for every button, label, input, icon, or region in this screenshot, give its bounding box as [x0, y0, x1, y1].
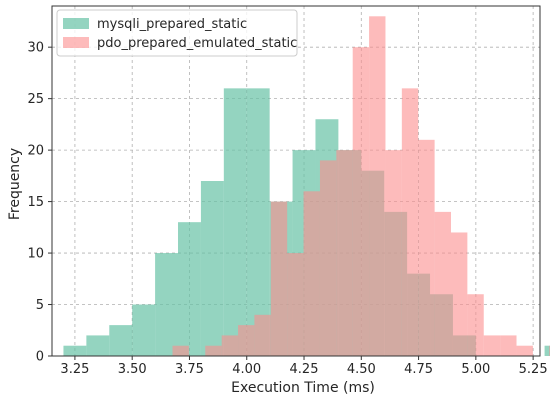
y-axis-title: Frequency: [7, 148, 23, 220]
histogram-bars: [63, 16, 550, 357]
histogram-bar: [109, 325, 133, 356]
x-tick-label: 3.50: [118, 362, 147, 377]
histogram-bar: [223, 88, 247, 357]
histogram-bar: [467, 294, 484, 356]
histogram-bar: [303, 191, 320, 356]
x-tick-label: 3.75: [175, 362, 204, 377]
y-tick-label: 20: [27, 144, 44, 159]
x-tick-label: 5.00: [461, 362, 490, 377]
x-tick-label: 5.25: [519, 362, 548, 377]
y-tick-label: 5: [36, 298, 44, 313]
y-tick-label: 15: [27, 195, 44, 210]
histogram-bar: [155, 253, 179, 356]
x-tick-label: 4.00: [232, 362, 261, 377]
histogram-bar: [500, 335, 517, 356]
histogram-bar: [434, 211, 451, 356]
histogram-bar: [369, 16, 386, 356]
histogram-bar: [287, 253, 304, 356]
histogram-bar: [401, 88, 419, 357]
histogram-bar: [221, 335, 239, 356]
histogram-bar: [319, 160, 337, 356]
legend-label: pdo_prepared_emulated_static: [97, 36, 297, 51]
histogram-bar: [205, 345, 222, 356]
y-tick-label: 30: [27, 41, 44, 56]
histogram-bar: [385, 150, 402, 356]
legend-swatch: [63, 37, 89, 48]
histogram-bar: [483, 335, 501, 356]
histogram-bar: [86, 335, 110, 356]
x-tick-label: 3.25: [60, 362, 89, 377]
histogram-bar: [172, 345, 189, 356]
histogram-bar: [200, 181, 224, 356]
x-tick-label: 4.50: [347, 362, 376, 377]
histogram-bar: [450, 232, 468, 356]
histogram-bar: [516, 345, 533, 356]
histogram-bar: [238, 325, 255, 356]
series-2-bars: [172, 16, 550, 357]
histogram-bar: [246, 88, 270, 357]
legend-box: [56, 9, 298, 57]
histogram-bar: [336, 150, 353, 356]
histogram-bar: [63, 345, 87, 356]
x-axis-title: Execution Time (ms): [231, 380, 375, 396]
y-tick-label: 0: [36, 350, 44, 365]
histogram-bar: [418, 139, 435, 356]
x-tick-label: 4.25: [290, 362, 319, 377]
plot-frame: [51, 5, 541, 357]
legend-label: mysqli_prepared_static: [97, 17, 247, 32]
histogram-bar: [270, 201, 288, 356]
x-tick-label: 4.75: [404, 362, 433, 377]
y-tick-label: 10: [27, 247, 44, 262]
histogram-bar: [132, 304, 156, 356]
histogram-bar: [178, 222, 201, 356]
axes: 3.25 3.50 3.75 4.00 4.25 4.50 4.75 5.00 5.25 0 5 10…: [27, 5, 548, 377]
y-tick-label: 25: [27, 92, 44, 107]
histogram-bar: [352, 47, 370, 356]
histogram-bar: [544, 345, 550, 356]
histogram-bar: [254, 314, 271, 356]
legend-swatch: [63, 18, 89, 29]
legend: mysqli_prepared_static pdo_prepared_emula…: [56, 9, 298, 57]
